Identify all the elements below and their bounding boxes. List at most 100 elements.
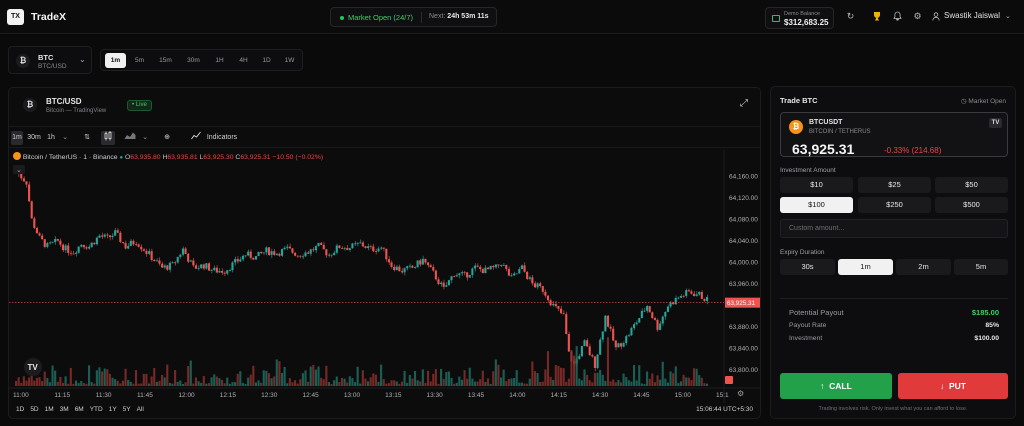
indicators-icon[interactable] — [189, 131, 203, 145]
candle-body — [369, 246, 372, 248]
volume-bar — [541, 381, 544, 386]
date-range-button[interactable]: 3M — [59, 406, 69, 413]
demo-balance[interactable]: Demo Balance $312,683.25 — [765, 7, 834, 29]
amount-option[interactable]: $10 — [780, 177, 853, 193]
candle-body — [343, 248, 346, 249]
amount-option[interactable]: $250 — [858, 197, 931, 213]
indicators-button[interactable]: Indicators — [206, 134, 238, 141]
candle-body — [513, 273, 516, 276]
volume-bar — [59, 376, 62, 386]
interval-button[interactable]: 1h — [47, 134, 55, 141]
candle-body — [202, 264, 205, 269]
candle-body — [593, 356, 596, 369]
put-button[interactable]: ↓ PUT — [898, 373, 1008, 399]
pair-selector[interactable]: ₿ BTC BTC/USD ⌄ — [8, 46, 92, 74]
timeframe-option[interactable]: 30m — [187, 57, 200, 64]
candle-body — [116, 230, 119, 233]
tradingview-logo-icon: TV — [989, 118, 1002, 128]
candle-body — [622, 343, 625, 347]
interval-button[interactable]: 30m — [27, 134, 41, 141]
candle-body — [377, 248, 380, 252]
time-tick-label: 12:45 — [302, 392, 319, 399]
date-range-button[interactable]: 1Y — [108, 406, 117, 413]
volume-bar — [666, 382, 669, 386]
low-value: 63,925.30 — [203, 154, 234, 161]
candle-body — [599, 339, 602, 355]
time-tick-label: 14:45 — [633, 392, 650, 399]
amount-option[interactable]: $100 — [780, 197, 853, 213]
candle-body — [119, 232, 122, 243]
interval-button[interactable]: 1m — [11, 131, 23, 145]
eye-icon[interactable]: ● — [119, 155, 124, 161]
volume-bar — [669, 371, 672, 386]
amount-option[interactable]: $500 — [935, 197, 1008, 213]
trophy-icon[interactable] — [871, 11, 882, 22]
timeframe-option[interactable]: 5m — [134, 57, 145, 64]
app-logo[interactable]: TX — [7, 9, 24, 25]
candle-body — [484, 267, 487, 274]
expiry-option[interactable]: 2m — [896, 259, 951, 275]
timeframe-option[interactable]: 1D — [262, 57, 271, 64]
date-range-button[interactable]: All — [136, 406, 144, 413]
date-range-button[interactable]: YTD — [89, 406, 103, 413]
timeframe-option[interactable]: 1H — [215, 57, 224, 64]
timeframe-option[interactable]: 4H — [239, 57, 248, 64]
candle-body — [437, 279, 440, 285]
expand-icon[interactable]: ⤢ — [740, 98, 748, 109]
price-tick-label: 63,960.00 — [729, 281, 758, 288]
expiry-option[interactable]: 5m — [954, 259, 1008, 275]
volume-bar — [116, 380, 119, 386]
expiry-option[interactable]: 1m — [838, 259, 893, 275]
volume-bar — [570, 350, 573, 386]
next-session: Next: 24h 53m 11s — [429, 13, 489, 20]
pair-name: BTC — [38, 53, 54, 62]
asset-symbol: BTCUSDT — [809, 119, 843, 126]
area-chart-icon[interactable] — [122, 131, 138, 145]
timeframe-option[interactable]: 15m — [159, 57, 172, 64]
volume-bar — [656, 375, 659, 386]
expiry-option[interactable]: 30s — [780, 259, 835, 275]
bell-icon[interactable] — [892, 11, 903, 22]
date-range-button[interactable]: 5Y — [122, 406, 131, 413]
compare-icon[interactable]: ⇅ — [84, 134, 90, 141]
volume-bar — [312, 364, 315, 386]
gear-icon[interactable]: ⚙ — [913, 11, 922, 21]
amount-option[interactable]: $50 — [935, 177, 1008, 193]
call-button[interactable]: ↑ CALL — [780, 373, 892, 399]
market-status-pill: Market Open (24/7) Next: 24h 53m 11s — [330, 7, 497, 27]
candle-body — [179, 254, 182, 257]
candle-body — [168, 262, 171, 270]
timeframe-option[interactable]: 1W — [284, 57, 295, 64]
timeframe-option[interactable]: 1m — [105, 53, 126, 68]
reset-icon[interactable]: ↻ — [846, 11, 855, 21]
bitcoin-icon: ₿ — [23, 98, 37, 112]
candle-type-icon[interactable] — [101, 131, 115, 145]
candle-body — [434, 270, 437, 280]
candle-body — [103, 234, 106, 237]
candle-body — [486, 267, 490, 270]
candle-body — [340, 248, 344, 249]
price-chart[interactable]: 64,160.00 64,120.00 64,080.00 64,040.00 64,0… — [9, 88, 761, 419]
chevron-down-icon[interactable]: ⌄ — [62, 134, 68, 141]
date-range-button[interactable]: 6M — [74, 406, 84, 413]
chevron-down-icon[interactable]: ⌄ — [142, 134, 148, 141]
candle-body — [606, 315, 610, 327]
user-name[interactable]: Swastik Jaiswal — [944, 11, 1001, 20]
volume-bar — [573, 355, 576, 386]
chevron-down-icon[interactable]: ⌄ — [1005, 13, 1011, 20]
date-range-button[interactable]: 1M — [44, 406, 54, 413]
date-range-button[interactable]: 1D — [16, 406, 25, 413]
settings-icon[interactable]: ⚙ — [737, 389, 744, 398]
candle-body — [213, 267, 216, 270]
candle-body — [270, 251, 273, 255]
volume-bar — [90, 382, 93, 386]
volume-bar — [288, 378, 291, 386]
candle-body — [393, 266, 396, 271]
candle-body — [348, 248, 351, 250]
volume-bar — [685, 377, 688, 386]
amount-option[interactable]: $25 — [858, 177, 931, 193]
add-indicator-icon[interactable]: ⊕ — [164, 134, 170, 141]
date-range-button[interactable]: 5D — [30, 406, 39, 413]
custom-amount-input[interactable]: Custom amount... — [780, 219, 1008, 238]
candle-body — [523, 265, 526, 272]
